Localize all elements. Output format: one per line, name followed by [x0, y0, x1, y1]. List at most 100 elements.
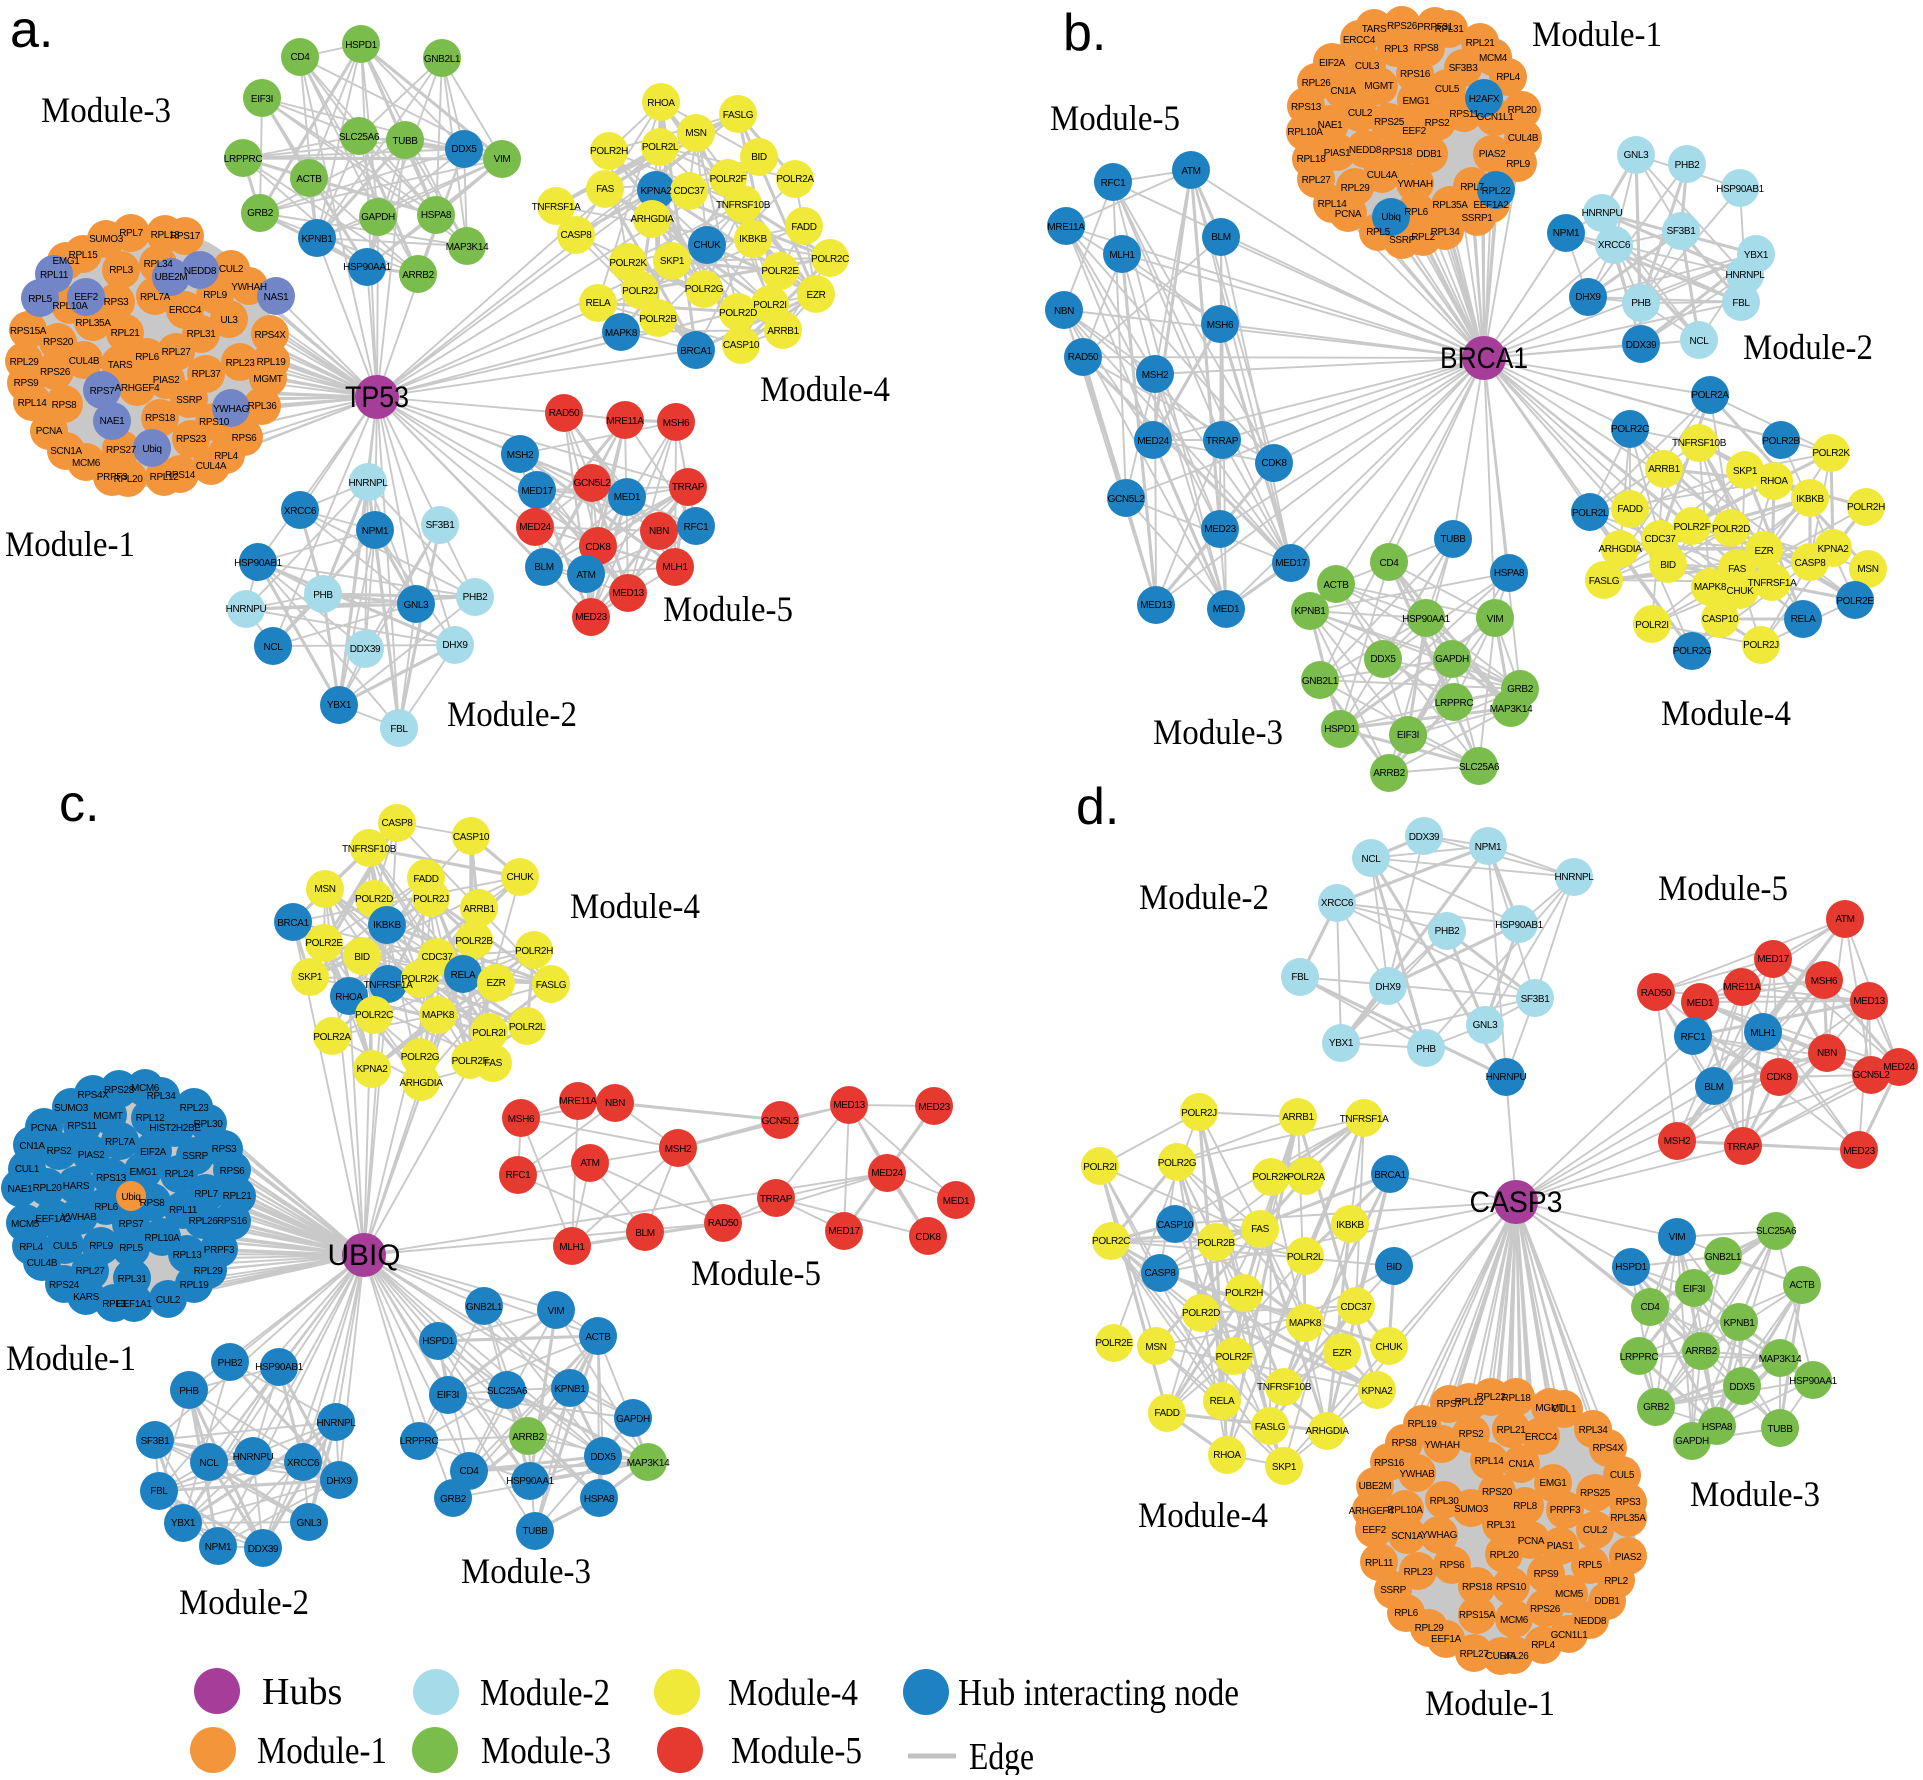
svg-text:MLH1: MLH1: [662, 562, 688, 573]
svg-text:RAD50: RAD50: [708, 1218, 739, 1229]
svg-text:RPL21: RPL21: [223, 1191, 253, 1202]
svg-text:POLR2B: POLR2B: [1762, 436, 1800, 447]
svg-text:RPS6: RPS6: [1440, 1560, 1466, 1571]
svg-text:ARHGDIA: ARHGDIA: [630, 214, 674, 225]
svg-text:RPL12: RPL12: [1455, 1397, 1485, 1408]
svg-text:RPS2: RPS2: [47, 1146, 73, 1157]
svg-text:Module-1: Module-1: [1425, 1683, 1555, 1723]
svg-text:RFC1: RFC1: [1101, 178, 1127, 189]
svg-text:RPS8: RPS8: [1414, 43, 1440, 54]
svg-text:MAP3K14: MAP3K14: [1490, 704, 1533, 715]
svg-text:KARS: KARS: [73, 1292, 100, 1303]
svg-text:NCL: NCL: [1690, 336, 1710, 347]
svg-text:RPL2: RPL2: [1411, 232, 1435, 243]
svg-text:ERCC4: ERCC4: [169, 305, 202, 316]
svg-text:PCNA: PCNA: [1335, 209, 1362, 220]
svg-text:PHB: PHB: [1416, 1044, 1436, 1055]
svg-text:POLR2L: POLR2L: [509, 1022, 546, 1033]
svg-text:GNL3: GNL3: [1624, 150, 1650, 161]
svg-text:Module-4: Module-4: [728, 1672, 858, 1714]
svg-text:RPS27: RPS27: [106, 445, 137, 456]
svg-text:XRCC6: XRCC6: [287, 1458, 320, 1469]
svg-text:CDK8: CDK8: [1766, 1072, 1792, 1083]
svg-text:GNL3: GNL3: [404, 600, 430, 611]
svg-text:EIF3I: EIF3I: [1397, 730, 1419, 741]
svg-text:MED24: MED24: [1137, 436, 1169, 447]
svg-text:ARRB2: ARRB2: [512, 1432, 544, 1443]
svg-text:POLR2C: POLR2C: [355, 1010, 393, 1021]
svg-text:PHB2: PHB2: [1435, 926, 1461, 937]
svg-text:SSRP: SSRP: [182, 1151, 209, 1162]
svg-text:Module-1: Module-1: [1532, 14, 1662, 54]
svg-text:SSRP1: SSRP1: [1461, 213, 1493, 224]
svg-text:VIM: VIM: [548, 1306, 565, 1317]
svg-text:BLM: BLM: [1211, 232, 1231, 243]
svg-text:BRCA1: BRCA1: [680, 346, 712, 357]
svg-text:RPS9: RPS9: [14, 378, 40, 389]
svg-text:PRPF3: PRPF3: [1550, 1505, 1581, 1516]
svg-text:RPL19: RPL19: [180, 1280, 210, 1291]
svg-text:RPL37: RPL37: [192, 369, 222, 380]
svg-text:TUBB: TUBB: [392, 136, 418, 147]
svg-text:SCN1A: SCN1A: [1391, 1531, 1423, 1542]
svg-text:HSPA8: HSPA8: [1494, 568, 1525, 579]
svg-text:TARS: TARS: [108, 360, 133, 371]
svg-text:MED23: MED23: [1204, 524, 1236, 535]
svg-text:YBX1: YBX1: [1744, 250, 1769, 261]
svg-text:RPL26: RPL26: [189, 1216, 219, 1227]
svg-text:MRE11A: MRE11A: [1047, 222, 1085, 233]
svg-text:RPL18: RPL18: [1297, 154, 1327, 165]
svg-text:KPNB1: KPNB1: [554, 1384, 586, 1395]
svg-text:MGMT: MGMT: [1364, 81, 1393, 92]
svg-text:RPS18: RPS18: [145, 413, 176, 424]
svg-text:FASLG: FASLG: [1255, 1422, 1286, 1433]
svg-text:RPL11: RPL11: [1365, 1558, 1394, 1569]
svg-text:MED1: MED1: [1213, 604, 1240, 615]
svg-text:POLR2H: POLR2H: [1847, 502, 1885, 513]
svg-text:POLR2F: POLR2F: [452, 1056, 489, 1067]
svg-text:RPL11: RPL11: [40, 270, 69, 281]
svg-text:Module-5: Module-5: [691, 1253, 821, 1293]
svg-text:SKP1: SKP1: [1733, 466, 1758, 477]
svg-text:RPL21: RPL21: [1466, 38, 1496, 49]
svg-text:RHOA: RHOA: [647, 98, 675, 109]
svg-text:MAPK8: MAPK8: [1694, 582, 1727, 593]
svg-text:NCL: NCL: [200, 1458, 220, 1469]
svg-text:YBX1: YBX1: [171, 1518, 196, 1529]
svg-text:SF3B1: SF3B1: [141, 1436, 171, 1447]
svg-text:MSH6: MSH6: [508, 1114, 535, 1125]
svg-text:CUL4A: CUL4A: [1486, 1651, 1517, 1662]
svg-text:XRCC6: XRCC6: [1598, 240, 1631, 251]
svg-text:ERCC4: ERCC4: [1525, 1432, 1558, 1443]
svg-text:RPL7A: RPL7A: [140, 292, 171, 303]
svg-text:NPM1: NPM1: [362, 526, 389, 537]
svg-text:CN1A: CN1A: [19, 1141, 45, 1152]
svg-text:NEDD8: NEDD8: [1574, 1616, 1607, 1627]
svg-text:RPL20: RPL20: [1508, 105, 1538, 116]
svg-text:SUMO3: SUMO3: [1454, 1504, 1489, 1515]
svg-text:ARRB1: ARRB1: [767, 326, 799, 337]
svg-text:EIF2A: EIF2A: [140, 1147, 167, 1158]
svg-text:POLR2A: POLR2A: [1691, 390, 1729, 401]
svg-text:RPL22: RPL22: [1477, 1392, 1507, 1403]
svg-text:NEDD8: NEDD8: [1349, 145, 1382, 156]
svg-text:GRB2: GRB2: [247, 208, 274, 219]
svg-text:BRCA1: BRCA1: [1440, 342, 1528, 375]
svg-text:BID: BID: [1386, 1262, 1402, 1273]
svg-text:RPL5: RPL5: [119, 1243, 143, 1254]
svg-text:DHX9: DHX9: [1575, 292, 1601, 303]
svg-text:MSH2: MSH2: [1142, 370, 1169, 381]
svg-text:HSP90AB1: HSP90AB1: [1495, 920, 1544, 931]
svg-text:FADD: FADD: [791, 222, 816, 233]
svg-text:RPL5: RPL5: [1366, 227, 1390, 238]
svg-text:ARHGDIA: ARHGDIA: [399, 1078, 443, 1089]
svg-text:MSN: MSN: [1145, 1342, 1166, 1353]
svg-text:GNB2L1: GNB2L1: [1705, 1252, 1742, 1263]
svg-text:FBL: FBL: [150, 1486, 168, 1497]
svg-text:YWHAH: YWHAH: [231, 282, 267, 293]
svg-text:RPS25: RPS25: [1580, 1488, 1611, 1499]
svg-text:RELA: RELA: [451, 970, 476, 981]
svg-text:RPS9: RPS9: [1534, 1569, 1560, 1580]
svg-text:NCL: NCL: [264, 642, 284, 653]
svg-text:PIAS2: PIAS2: [78, 1150, 105, 1161]
